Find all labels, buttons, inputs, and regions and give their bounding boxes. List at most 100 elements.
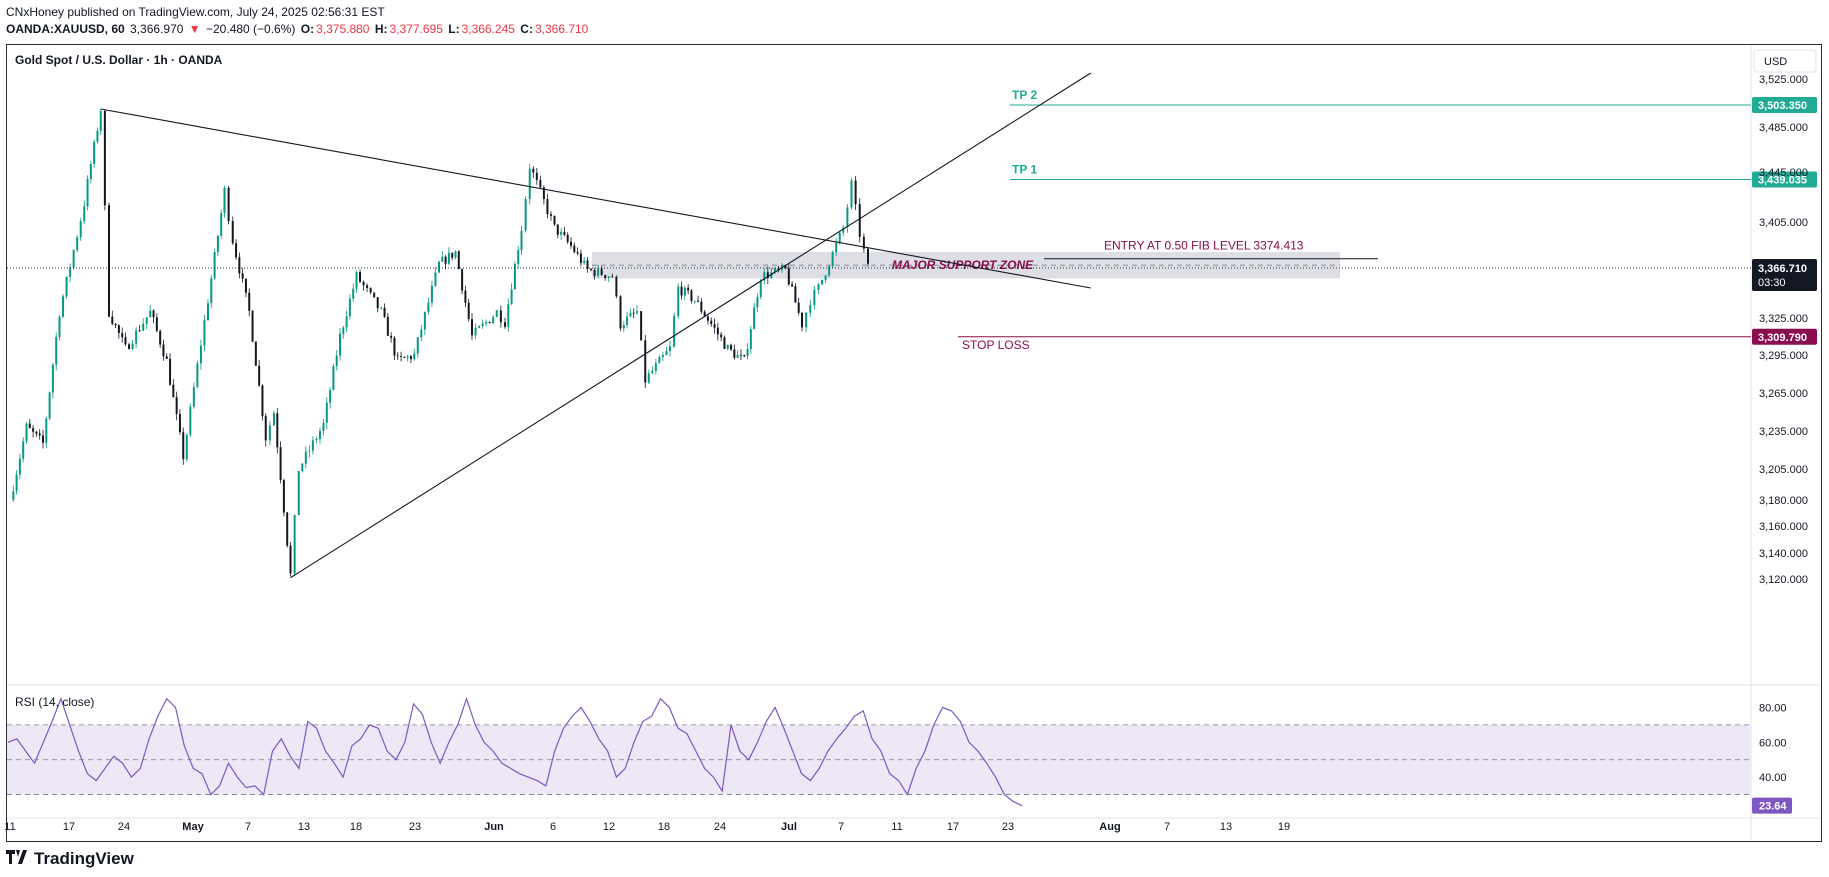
candle-body	[251, 310, 254, 342]
candle-body	[520, 230, 523, 251]
candle-body	[854, 180, 857, 205]
candle-body	[746, 349, 749, 357]
candle-body	[773, 268, 776, 273]
candle-body	[254, 341, 257, 366]
time-tick-label: Jul	[781, 821, 797, 833]
candle-body	[693, 300, 696, 302]
candle-body	[89, 163, 92, 180]
candle-body	[831, 252, 834, 267]
candle-body	[244, 278, 247, 293]
candle-body	[697, 300, 700, 302]
candle-body	[434, 272, 437, 286]
candle-body	[842, 227, 845, 233]
candle-body	[207, 303, 209, 321]
candle-body	[720, 334, 723, 338]
candle-body	[615, 277, 618, 297]
candle-body	[103, 110, 106, 206]
candle-body	[318, 431, 321, 440]
candle-body	[128, 344, 131, 349]
price-tick-label: 3,180.000	[1759, 495, 1808, 507]
candle-body	[352, 288, 355, 299]
candle-body	[335, 355, 338, 367]
candle-body	[99, 110, 102, 131]
candle-body	[286, 512, 289, 546]
candle-body	[474, 327, 477, 336]
time-tick-label: 18	[658, 821, 670, 833]
candle-body	[315, 439, 318, 441]
time-tick-label: 11	[4, 821, 15, 833]
high-value: 3,377.695	[389, 22, 443, 36]
candle-body	[539, 180, 542, 188]
rsi-tick-label: 60.00	[1759, 737, 1787, 749]
candle-body	[308, 450, 311, 452]
candle-body	[651, 370, 654, 374]
descending-trendline	[100, 108, 1091, 289]
candle-body	[838, 232, 841, 243]
candle-body	[427, 302, 430, 313]
candle-body	[513, 263, 516, 290]
candle-body	[451, 252, 454, 258]
level-price-label: 3,309.790	[1758, 332, 1807, 344]
candle-body	[794, 286, 797, 303]
candle-body	[93, 141, 96, 164]
currency-button[interactable]	[1753, 49, 1817, 73]
candle-body	[325, 402, 328, 423]
price-tick-label: 3,120.000	[1759, 574, 1808, 586]
candle-body	[135, 330, 138, 344]
candle-body	[28, 423, 31, 429]
candle-body	[619, 296, 622, 329]
candle-body	[700, 301, 703, 312]
level-price-tag	[1752, 328, 1817, 345]
candle-body	[723, 337, 726, 349]
candle-body	[553, 215, 556, 225]
candle-body	[566, 234, 569, 242]
candle-body	[172, 384, 175, 398]
candle-body	[710, 320, 713, 325]
time-axis[interactable]: 11 17 24 May 7 13 18 23 Jun 6 12 18 24 Jul 7 11 17 23 Aug 7…	[4, 821, 1290, 833]
candle-body	[199, 345, 202, 364]
candle-body	[409, 356, 412, 360]
price-tick-label: 3,405.000	[1759, 217, 1808, 229]
candle-body	[48, 392, 51, 419]
trendlines[interactable]	[100, 72, 1092, 579]
candle-body	[658, 357, 661, 364]
candle-body	[669, 346, 671, 352]
chart-frame[interactable]	[6, 44, 1822, 842]
ascending-trendline	[290, 72, 1092, 579]
candle-body	[507, 303, 510, 327]
level-price-label: 3,503.350	[1758, 100, 1807, 112]
candle-body	[25, 423, 28, 442]
price-axis[interactable]: 3,525.000 3,485.000 3,445.000 3,405.000 3,32…	[1759, 74, 1808, 586]
time-tick-label: 24	[118, 821, 130, 833]
candle-body	[791, 284, 794, 287]
candle-body	[420, 329, 423, 338]
rsi-line	[7, 696, 1023, 807]
candle-body	[62, 296, 65, 317]
candle-body	[58, 316, 61, 338]
rsi-pane[interactable]: 80.00 60.00 40.00 23.64	[7, 696, 1792, 814]
candle-body	[359, 271, 362, 282]
change-arrow: ▼	[188, 22, 201, 36]
candle-body	[817, 284, 820, 290]
candle-body	[713, 324, 716, 328]
candle-body	[703, 311, 706, 317]
candle-body	[83, 206, 86, 222]
candle-body	[86, 179, 89, 207]
candle-body	[687, 287, 690, 291]
candle-body	[556, 224, 559, 235]
candle-body	[756, 296, 759, 308]
candle-body	[528, 168, 531, 200]
candle-body	[570, 241, 572, 246]
candle-body	[726, 345, 729, 349]
candle-body	[12, 491, 15, 500]
take-profit-label: TP 1	[1012, 162, 1037, 176]
candle-body	[279, 447, 282, 481]
candle-body	[736, 354, 739, 358]
candle-body	[231, 221, 234, 244]
candle-body	[784, 265, 787, 269]
candle-body	[862, 236, 865, 249]
trade-levels[interactable]: TP 2 3,503.350 TP 1 3,439.035 ENTRY AT 0.50 …	[7, 88, 1817, 352]
candle-body	[15, 474, 18, 492]
change-value: −20.480 (−0.6%)	[206, 22, 296, 36]
